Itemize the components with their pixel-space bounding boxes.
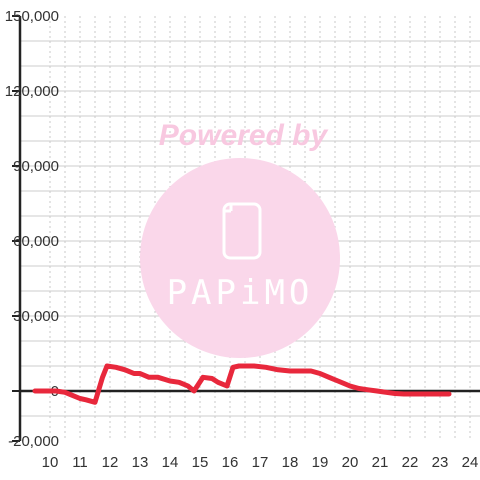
x-axis-ticks: 10 11 12 13 14 15 16 17 18 19 20 21 22 23 24 xyxy=(42,454,479,471)
x-tick-label: 14 xyxy=(162,454,179,471)
phone-icon xyxy=(222,202,262,260)
y-tick-label: -20,000 xyxy=(8,433,59,450)
x-tick-label: 20 xyxy=(342,454,359,471)
x-tick-label: 12 xyxy=(102,454,119,471)
x-tick-label: 22 xyxy=(402,454,419,471)
x-tick-label: 11 xyxy=(72,454,88,471)
watermark-text: Powered by xyxy=(159,119,329,152)
y-tick-label: 90,000 xyxy=(13,158,59,175)
y-tick-label: 120,000 xyxy=(5,83,59,100)
x-tick-label: 23 xyxy=(432,454,449,471)
watermark-brand: PAPiMO xyxy=(167,273,314,313)
y-tick-label: 60,000 xyxy=(13,233,59,250)
series-line-0 xyxy=(32,363,452,405)
x-tick-label: 10 xyxy=(42,454,59,471)
series-group xyxy=(32,363,452,405)
x-tick-label: 18 xyxy=(282,454,299,471)
x-tick-label: 13 xyxy=(132,454,149,471)
x-tick-label: 15 xyxy=(192,454,209,471)
y-tick-label: 30,000 xyxy=(13,308,59,325)
x-tick-label: 16 xyxy=(222,454,239,471)
x-tick-label: 19 xyxy=(312,454,329,471)
x-tick-label: 21 xyxy=(372,454,389,471)
y-tick-label: 150,000 xyxy=(5,8,59,25)
x-tick-label: 17 xyxy=(252,454,269,471)
x-tick-label: 24 xyxy=(462,454,479,471)
watermark: Powered by PAPiMO xyxy=(140,119,340,358)
vertical-gridlines xyxy=(49,16,471,441)
